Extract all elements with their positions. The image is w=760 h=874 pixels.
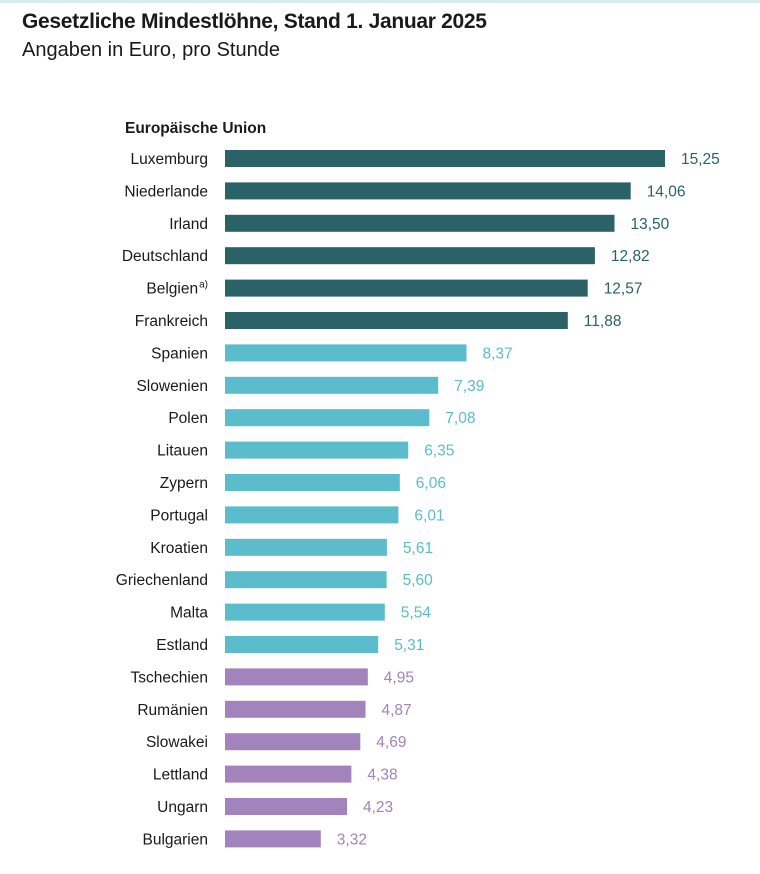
bar-polen — [225, 409, 430, 427]
bar-luxemburg — [225, 150, 665, 167]
category-label-polen: Polen — [168, 410, 208, 427]
category-label-estland: Estland — [156, 637, 208, 654]
category-label-tschechien: Tschechien — [130, 669, 208, 686]
value-label-lettland: 4,38 — [367, 767, 397, 784]
value-label-malta: 5,54 — [401, 605, 432, 622]
value-label-deutschland: 12,82 — [611, 248, 650, 265]
value-label-litauen: 6,35 — [424, 443, 454, 460]
category-label-spanien: Spanien — [151, 345, 208, 362]
category-label-rumaenien: Rumänien — [137, 702, 208, 719]
value-label-tschechien: 4,95 — [384, 669, 414, 686]
category-label-kroatien: Kroatien — [150, 540, 208, 557]
value-label-slowenien: 7,39 — [454, 378, 484, 395]
bar-estland — [225, 636, 379, 653]
bar-malta — [225, 603, 385, 621]
category-label-slowenien: Slowenien — [136, 378, 208, 395]
value-label-zypern: 6,06 — [416, 475, 446, 492]
bar-belgien — [225, 279, 588, 297]
value-label-slowakei: 4,69 — [376, 734, 406, 751]
bars-layer: Luxemburg 15,25 Niederlande 14,06 Irland 13,5… — [116, 150, 720, 848]
bar-zypern — [225, 474, 400, 491]
value-label-frankreich: 11,88 — [584, 313, 622, 330]
value-label-ungarn: 4,23 — [363, 799, 393, 816]
category-label-bulgarien: Bulgarien — [143, 831, 209, 848]
value-label-rumaenien: 4,87 — [382, 702, 412, 719]
bar-litauen — [225, 441, 409, 459]
value-label-griechenland: 5,60 — [403, 572, 434, 589]
category-label-malta: Malta — [170, 605, 208, 622]
bar-slowakei — [225, 733, 361, 751]
bar-deutschland — [225, 247, 595, 265]
value-label-luxemburg: 15,25 — [681, 151, 720, 168]
value-label-kroatien: 5,61 — [403, 540, 433, 557]
bar-spanien — [225, 344, 467, 362]
bar-griechenland — [225, 571, 387, 589]
group-label: Europäische Union — [125, 120, 266, 137]
bar-portugal — [225, 506, 399, 524]
category-label-litauen: Litauen — [157, 443, 208, 460]
bar-kroatien — [225, 538, 387, 556]
value-label-bulgarien: 3,32 — [337, 831, 367, 848]
category-label-portugal: Portugal — [150, 507, 208, 524]
category-label-slowakei: Slowakei — [146, 734, 208, 751]
category-label-luxemburg: Luxemburg — [130, 151, 208, 168]
category-label-irland: Irland — [169, 216, 208, 233]
value-label-belgien: 12,57 — [604, 281, 643, 298]
chart-subtitle: Angaben in Euro, pro Stunde — [22, 39, 280, 61]
bar-bulgarien — [225, 830, 321, 848]
category-label-griechenland: Griechenland — [116, 572, 208, 589]
category-label-deutschland: Deutschland — [122, 248, 208, 265]
value-label-irland: 13,50 — [631, 216, 670, 233]
value-label-portugal: 6,01 — [414, 507, 444, 524]
category-label-belgien: Belgiena) — [146, 280, 208, 298]
category-label-lettland: Lettland — [153, 767, 208, 784]
bar-irland — [225, 214, 615, 232]
value-label-polen: 7,08 — [445, 410, 475, 427]
bar-niederlande — [225, 182, 631, 200]
category-label-zypern: Zypern — [160, 475, 208, 492]
bar-rumaenien — [225, 700, 366, 718]
footnote-marker: a) — [199, 280, 208, 291]
bar-lettland — [225, 765, 352, 783]
value-label-spanien: 8,37 — [483, 345, 513, 362]
bar-frankreich — [225, 312, 568, 329]
value-label-estland: 5,31 — [394, 637, 424, 654]
chart-title: Gesetzliche Mindestlöhne, Stand 1. Janua… — [22, 10, 487, 33]
bar-ungarn — [225, 798, 347, 815]
category-label-frankreich: Frankreich — [135, 313, 208, 330]
category-label-niederlande: Niederlande — [124, 183, 208, 200]
value-label-niederlande: 14,06 — [647, 183, 686, 200]
top-rule — [0, 0, 760, 3]
bar-tschechien — [225, 668, 368, 686]
bar-slowenien — [225, 376, 439, 394]
category-label-ungarn: Ungarn — [157, 799, 208, 816]
